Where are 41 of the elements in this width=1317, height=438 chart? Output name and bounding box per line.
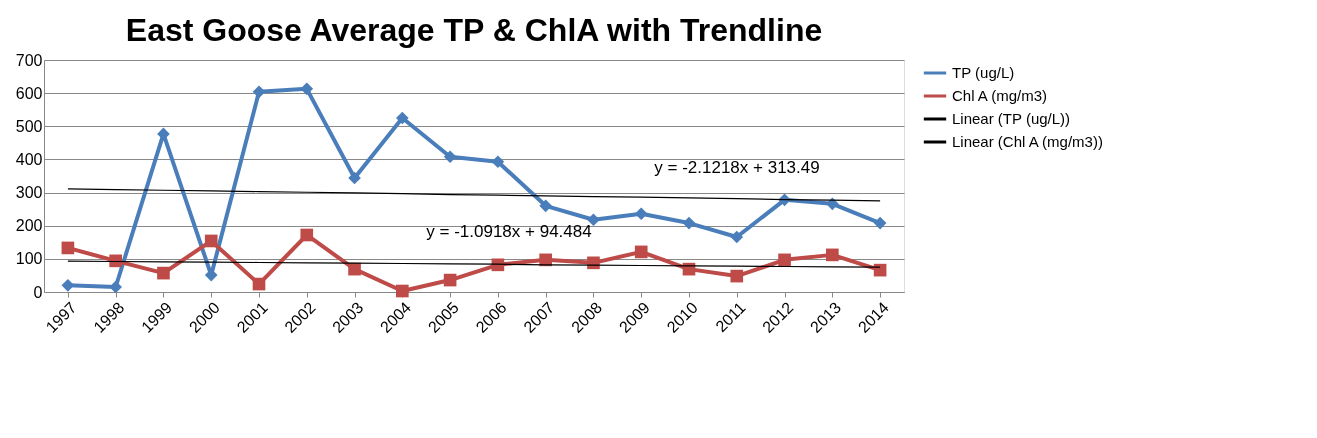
point (252, 85, 266, 99)
y-tick-label: 300 (15, 184, 43, 202)
point (826, 197, 839, 211)
legend-label: Linear (Chl A (mg/m3)) (952, 133, 1103, 150)
point (443, 273, 457, 287)
point (634, 245, 648, 259)
y-tick-label: 400 (15, 150, 43, 168)
point (826, 248, 839, 262)
point (300, 228, 314, 242)
point (300, 82, 314, 96)
y-tick-label: 600 (15, 84, 43, 102)
point (61, 279, 75, 292)
legend-label: Linear (TP (ug/L)) (952, 110, 1071, 127)
point (443, 150, 457, 164)
point (61, 241, 75, 255)
annotation: y = -1.0918x + 94.484 (426, 222, 592, 241)
y-tick-label: 700 (15, 51, 43, 69)
point (730, 269, 744, 283)
point (539, 199, 552, 213)
point (204, 234, 218, 248)
y-tick-label: 500 (15, 117, 43, 135)
point (109, 280, 122, 294)
point (396, 111, 409, 125)
point (682, 216, 696, 230)
point (730, 230, 744, 244)
point (252, 277, 266, 291)
y-tick-label: 0 (33, 283, 43, 301)
y-tick-label: 100 (15, 250, 43, 268)
y-tick-label: 200 (15, 217, 43, 235)
legend-label: TP (ug/L) (952, 64, 1015, 81)
annotation: y = -2.1218x + 313.49 (654, 158, 820, 177)
legend-label: Chl A (mg/m3) (952, 87, 1048, 104)
point (873, 216, 887, 230)
point (587, 213, 600, 227)
point (348, 171, 361, 185)
point (157, 266, 170, 280)
point (491, 155, 505, 169)
chart-title: East Goose Average TP & ChlA with Trendline (125, 12, 823, 48)
point (778, 253, 791, 267)
point (634, 207, 648, 221)
point (396, 284, 409, 298)
